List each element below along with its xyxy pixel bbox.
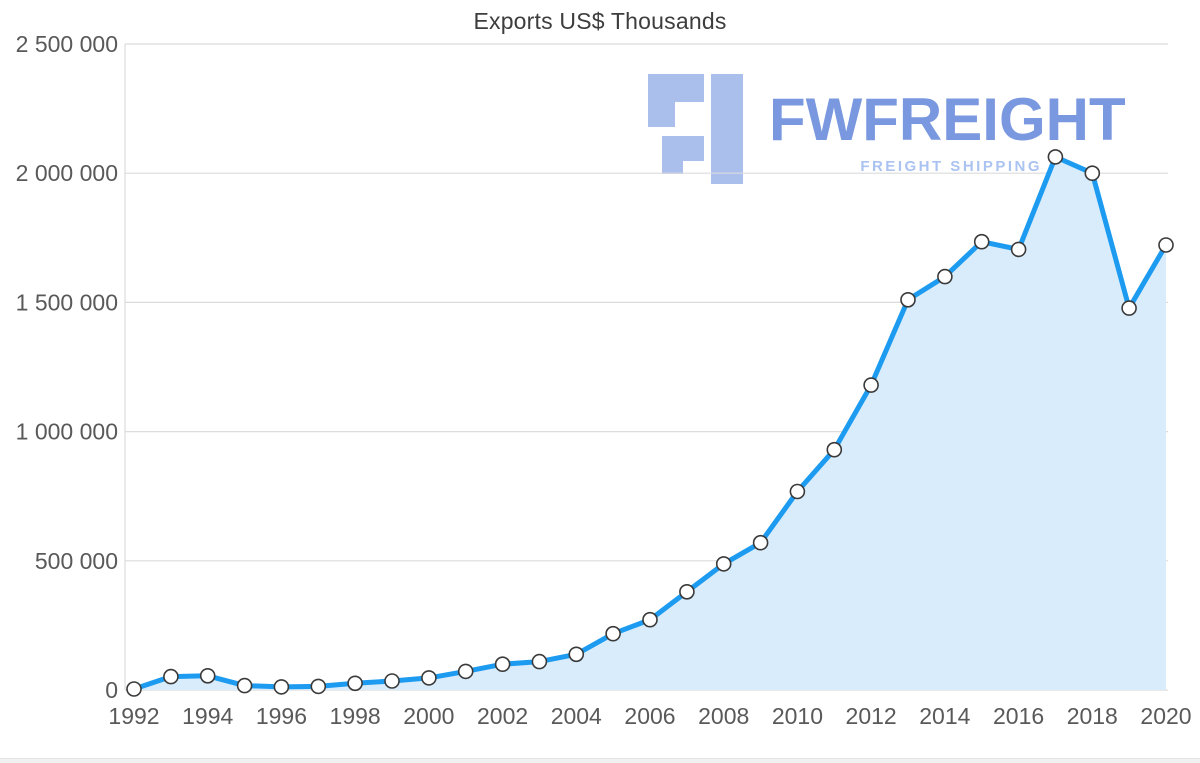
- svg-text:2 500 000: 2 500 000: [16, 31, 118, 57]
- window-bottom-edge: [0, 758, 1200, 763]
- svg-text:1996: 1996: [256, 703, 307, 729]
- svg-text:2 000 000: 2 000 000: [16, 160, 118, 186]
- svg-text:2014: 2014: [919, 703, 970, 729]
- svg-text:1992: 1992: [108, 703, 159, 729]
- svg-text:500 000: 500 000: [35, 548, 118, 574]
- watermark: FWFREIGHT FREIGHT SHIPPING: [648, 70, 1148, 185]
- chart-title: Exports US$ Thousands: [473, 8, 727, 34]
- svg-text:2004: 2004: [551, 703, 602, 729]
- svg-text:2020: 2020: [1140, 703, 1191, 729]
- svg-text:2008: 2008: [698, 703, 749, 729]
- svg-text:2010: 2010: [772, 703, 823, 729]
- svg-text:1994: 1994: [182, 703, 233, 729]
- svg-text:2000: 2000: [403, 703, 454, 729]
- svg-text:0: 0: [105, 677, 118, 703]
- svg-text:1 000 000: 1 000 000: [16, 419, 118, 445]
- svg-text:2016: 2016: [993, 703, 1044, 729]
- watermark-tagline: FREIGHT SHIPPING: [860, 158, 1042, 175]
- svg-text:2002: 2002: [477, 703, 528, 729]
- fwfreight-logo-icon: [648, 74, 743, 184]
- watermark-brand: FWFREIGHT: [769, 86, 1126, 153]
- svg-text:2006: 2006: [624, 703, 675, 729]
- svg-text:1 500 000: 1 500 000: [16, 289, 118, 315]
- svg-text:2012: 2012: [846, 703, 897, 729]
- svg-text:2018: 2018: [1067, 703, 1118, 729]
- svg-text:1998: 1998: [330, 703, 381, 729]
